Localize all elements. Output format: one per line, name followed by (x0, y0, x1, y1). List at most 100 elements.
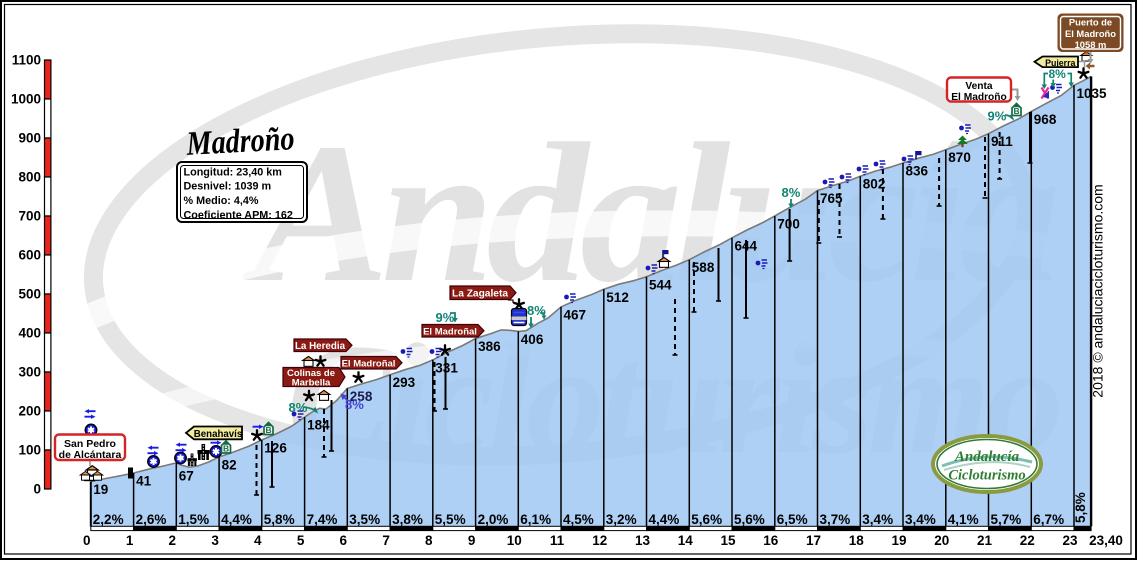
svg-text:700: 700 (18, 209, 41, 224)
svg-text:870: 870 (948, 150, 971, 165)
svg-text:21: 21 (977, 533, 993, 548)
svg-text:5: 5 (297, 533, 305, 548)
svg-text:3,4%: 3,4% (862, 512, 893, 527)
svg-text:14: 14 (678, 533, 694, 548)
svg-text:3,5%: 3,5% (349, 512, 380, 527)
svg-text:8%: 8% (527, 303, 546, 318)
svg-text:386: 386 (478, 339, 501, 354)
svg-text:19: 19 (93, 482, 108, 497)
svg-text:300: 300 (18, 365, 41, 380)
svg-text:3,7%: 3,7% (820, 512, 851, 527)
svg-text:802: 802 (863, 177, 886, 192)
svg-text:Marbella: Marbella (292, 378, 331, 389)
svg-text:6: 6 (340, 533, 348, 548)
svg-text:El Madroño: El Madroño (951, 92, 1006, 103)
svg-text:1,5%: 1,5% (178, 512, 209, 527)
svg-text:15: 15 (720, 533, 736, 548)
svg-text:512: 512 (606, 290, 629, 305)
svg-text:5,8%: 5,8% (1073, 492, 1088, 523)
svg-text:10: 10 (507, 533, 522, 548)
svg-text:4,4%: 4,4% (221, 512, 252, 527)
svg-text:San Pedro: San Pedro (64, 438, 116, 450)
svg-text:67: 67 (179, 469, 194, 484)
svg-text:1000: 1000 (11, 92, 41, 107)
svg-text:82: 82 (222, 458, 237, 473)
svg-text:331: 331 (435, 360, 458, 375)
svg-text:0: 0 (33, 482, 41, 497)
svg-text:8: 8 (425, 533, 433, 548)
svg-text:Pujerra: Pujerra (1045, 58, 1075, 68)
svg-text:B: B (223, 444, 229, 454)
svg-text:17: 17 (806, 533, 821, 548)
svg-text:3: 3 (211, 533, 219, 548)
svg-text:0: 0 (83, 533, 91, 548)
svg-text:406: 406 (521, 332, 544, 347)
svg-text:8%: 8% (782, 185, 801, 200)
svg-text:126: 126 (264, 440, 287, 455)
svg-text:258: 258 (350, 389, 373, 404)
svg-text:900: 900 (18, 131, 41, 146)
svg-text:7: 7 (382, 533, 390, 548)
svg-text:B: B (1014, 106, 1020, 116)
svg-text:Andalucía: Andalucía (954, 449, 1020, 465)
svg-text:4,4%: 4,4% (649, 512, 680, 527)
svg-text:La Heredia: La Heredia (295, 341, 346, 352)
svg-text:Puerto de: Puerto de (1069, 17, 1112, 28)
svg-text:7,4%: 7,4% (307, 512, 338, 527)
svg-text:1100: 1100 (12, 53, 41, 68)
svg-text:644: 644 (735, 238, 758, 253)
svg-text:3,4%: 3,4% (905, 512, 936, 527)
svg-text:8%: 8% (1049, 67, 1067, 81)
svg-text:16: 16 (763, 533, 779, 548)
svg-text:6,1%: 6,1% (520, 512, 551, 527)
svg-text:6,5%: 6,5% (777, 512, 808, 527)
svg-text:% Medio: 4,4%: % Medio: 4,4% (184, 195, 259, 207)
svg-text:5,8%: 5,8% (264, 512, 295, 527)
svg-text:1: 1 (126, 533, 134, 548)
svg-text:100: 100 (18, 443, 41, 458)
svg-text:23,40: 23,40 (1089, 533, 1123, 548)
svg-text:2018 © andaluciacicloturismo.c: 2018 © andaluciacicloturismo.com (1090, 184, 1106, 397)
svg-text:8%: 8% (345, 397, 364, 412)
svg-text:2: 2 (169, 533, 177, 548)
svg-text:12: 12 (592, 533, 607, 548)
svg-text:Coeficiente APM: 162: Coeficiente APM: 162 (184, 209, 293, 221)
svg-text:200: 200 (18, 404, 41, 419)
svg-text:5,5%: 5,5% (435, 512, 466, 527)
svg-text:4,1%: 4,1% (948, 512, 979, 527)
svg-text:293: 293 (393, 375, 416, 390)
svg-text:4: 4 (254, 533, 262, 548)
svg-text:11: 11 (550, 533, 565, 548)
svg-text:2,0%: 2,0% (478, 512, 509, 527)
svg-text:500: 500 (18, 287, 41, 302)
svg-text:Longitud: 23,40 km: Longitud: 23,40 km (184, 166, 282, 178)
svg-text:5,6%: 5,6% (691, 512, 722, 527)
svg-text:968: 968 (1034, 112, 1057, 127)
svg-text:El Madroñal: El Madroñal (423, 327, 477, 338)
svg-text:El Madroño: El Madroño (1065, 28, 1116, 39)
svg-text:19: 19 (891, 533, 906, 548)
svg-text:1058 m: 1058 m (1075, 39, 1107, 50)
svg-text:800: 800 (18, 170, 41, 185)
svg-text:9: 9 (468, 533, 476, 548)
svg-text:911: 911 (991, 134, 1013, 149)
svg-text:Cicloturismo: Cicloturismo (948, 468, 1025, 484)
svg-text:41: 41 (136, 474, 152, 489)
svg-text:2,6%: 2,6% (136, 512, 167, 527)
svg-text:5,7%: 5,7% (991, 512, 1022, 527)
svg-text:El Madroñal: El Madroñal (342, 359, 396, 370)
svg-text:2,2%: 2,2% (93, 512, 124, 527)
svg-text:9%: 9% (988, 109, 1007, 124)
svg-text:8%: 8% (289, 400, 308, 415)
svg-text:Venta: Venta (965, 81, 993, 92)
svg-text:18: 18 (849, 533, 865, 548)
svg-text:467: 467 (564, 307, 587, 322)
svg-text:Colinas de: Colinas de (287, 368, 335, 379)
svg-text:400: 400 (18, 326, 41, 341)
svg-text:184: 184 (307, 418, 330, 433)
svg-text:3,2%: 3,2% (606, 512, 637, 527)
svg-text:Desnivel: 1039 m: Desnivel: 1039 m (184, 181, 272, 193)
svg-text:20: 20 (934, 533, 949, 548)
svg-text:4,5%: 4,5% (563, 512, 594, 527)
svg-text:5,6%: 5,6% (734, 512, 765, 527)
